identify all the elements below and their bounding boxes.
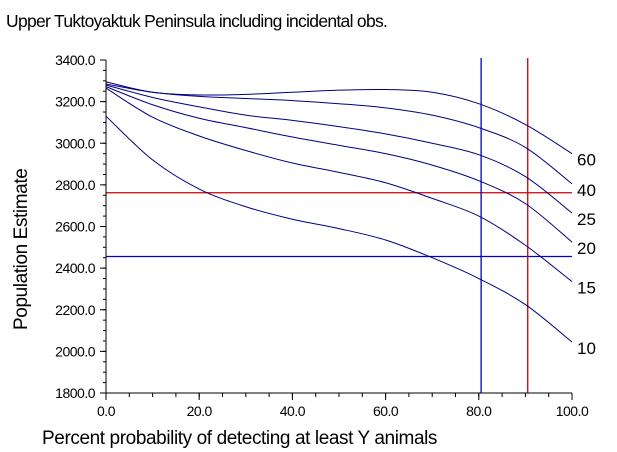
curves [105,81,573,343]
curve-25 [105,84,573,214]
curve-label-10: 10 [577,339,596,358]
x-tick-label: 100.0 [556,403,589,419]
curve-40 [105,83,573,185]
axis-tick-labels: 0.0 20.0 40.0 60.0 80.0 100.0 1800.0 2000.0 2200… [55,52,589,419]
curve-20 [105,86,573,243]
chart-title: Upper Tuktoyaktuk Peninsula including in… [6,11,387,31]
x-tick-label: 80.0 [466,403,492,419]
x-tick-label: 0.0 [97,403,116,419]
curve-label-60: 60 [577,151,596,170]
x-tick-label: 60.0 [373,403,399,419]
x-tick-label: 40.0 [280,403,306,419]
y-tick-label: 2600.0 [55,219,96,235]
curve-labels: 60 40 25 20 15 10 [577,151,596,358]
y-tick-label: 3400.0 [55,52,96,68]
y-axis-label: Population Estimate [11,169,32,330]
y-tick-label: 2200.0 [55,302,96,318]
y-tick-label: 1800.0 [55,385,96,401]
curve-15 [105,87,573,283]
curve-label-40: 40 [577,181,596,200]
curve-label-15: 15 [577,279,596,298]
y-tick-label: 2800.0 [55,177,96,193]
y-tick-label: 2000.0 [55,343,96,359]
y-tick-label: 2400.0 [55,260,96,276]
x-tick-label: 20.0 [187,403,213,419]
curve-label-20: 20 [577,239,596,258]
axis-ticks [100,59,573,400]
curve-10 [105,115,573,343]
reference-lines [106,58,572,393]
y-tick-label: 3000.0 [55,135,96,151]
y-tick-label: 3200.0 [55,94,96,110]
x-axis-label: Percent probability of detecting at leas… [42,428,437,449]
curve-label-25: 25 [577,210,596,229]
curve-60 [105,81,573,155]
